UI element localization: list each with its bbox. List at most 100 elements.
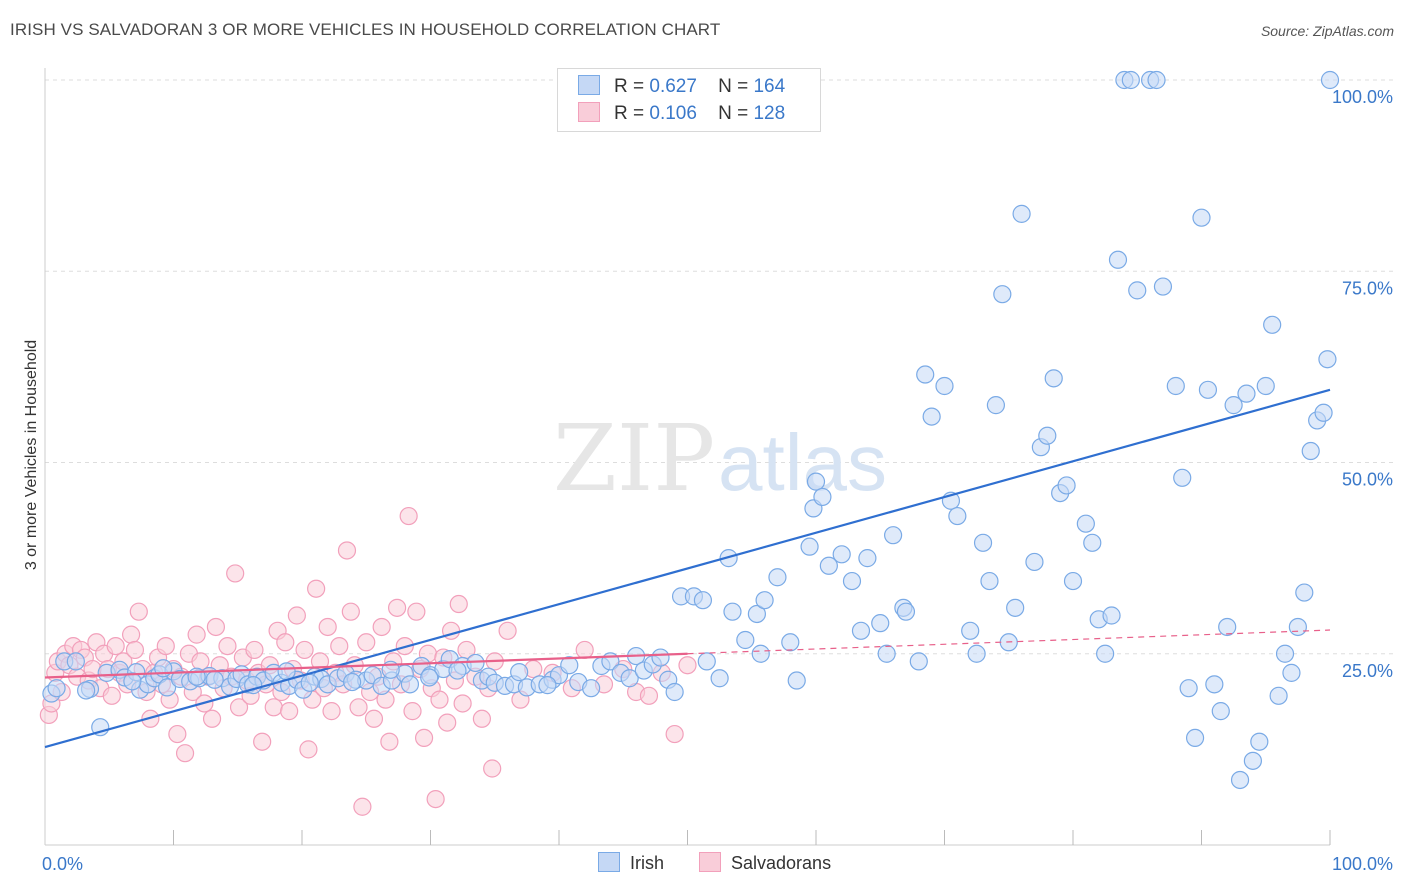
salvadoran-point-22	[121, 625, 141, 644]
irish-point-86	[800, 537, 819, 556]
irish-point-96	[877, 644, 896, 663]
irish-point-109	[980, 571, 999, 591]
legend: R = 0.627 N = 164 R = 0.106 N = 128	[557, 68, 821, 132]
irish-point-148	[1256, 376, 1275, 396]
irish-point-142	[1218, 617, 1237, 637]
y-axis-label: 3 or more Vehicles in Household	[23, 339, 40, 571]
salvadoran-point-76	[330, 636, 349, 656]
salvadoran-point-89	[380, 732, 399, 751]
irish-point-130	[1128, 281, 1147, 300]
irish-point-1	[47, 679, 66, 698]
irish-point-149	[1263, 315, 1282, 334]
salvadoran-point-114	[498, 621, 517, 640]
salvadoran-point-49	[226, 564, 245, 583]
irish-point-95	[871, 614, 890, 633]
bottom-legend-salvadorans: Salvadorans	[699, 852, 831, 874]
irish-point-105	[948, 506, 967, 526]
irish-point-61	[582, 679, 601, 698]
irish-point-134	[1166, 376, 1185, 396]
irish-point-139	[1198, 380, 1218, 399]
salvadoran-point-18	[106, 636, 125, 656]
salvadoran-point-98	[414, 728, 434, 748]
irish-point-161	[123, 672, 142, 691]
irish-point-155	[1301, 441, 1320, 461]
irish-point-127	[1108, 250, 1128, 269]
irish-point-92	[842, 571, 862, 591]
legend-n-value-salvadorans: 128	[753, 103, 786, 124]
irish-point-93	[851, 621, 871, 640]
legend-n-label: N =	[718, 103, 749, 124]
irish-point-85	[787, 671, 806, 690]
irish-point-83	[768, 568, 787, 587]
watermark-zip: ZIP	[553, 405, 715, 512]
irish-point-133	[1153, 277, 1173, 296]
y-tick-label-0: 100.0%	[1332, 87, 1393, 107]
salvadoran-point-111	[472, 709, 491, 728]
salvadoran-point-85	[364, 709, 384, 728]
salvadoran-point-119	[575, 640, 594, 660]
salvadoran-point-73	[318, 617, 337, 637]
legend-r-value-salvadorans: 0.106	[649, 103, 697, 124]
irish-points	[42, 70, 1340, 790]
tick-labels: 100.0% 75.0% 50.0% 25.0% 0.0% 100.0%	[42, 87, 1393, 874]
salvadoran-point-44	[206, 617, 226, 637]
irish-point-108	[973, 533, 993, 552]
irish-point-122	[1076, 514, 1095, 533]
salvadoran-point-54	[245, 640, 264, 660]
salvadoran-point-104	[438, 713, 457, 732]
legend-n-label: N =	[718, 76, 749, 97]
salvadoran-point-78	[337, 541, 357, 560]
x-tick-label-0: 0.0%	[42, 854, 83, 874]
salvadoran-point-24	[129, 602, 148, 621]
irish-point-100	[909, 652, 928, 671]
salvadoran-point-91	[387, 598, 407, 617]
irish-point-71	[665, 682, 684, 702]
irish-point-135	[1173, 468, 1192, 487]
salvadoran-point-79	[341, 602, 360, 621]
irish-point-89	[813, 487, 832, 507]
irish-point-103	[935, 376, 954, 396]
irish-point-147	[1250, 732, 1269, 751]
irish-point-79	[736, 630, 755, 650]
irish-point-143	[1224, 396, 1243, 415]
irish-point-102	[922, 407, 941, 426]
salvadoran-trend-line-dashed	[687, 629, 1331, 655]
irish-point-123	[1083, 533, 1102, 552]
salvadoran-point-62	[276, 633, 295, 652]
legend-swatch-irish	[578, 75, 600, 95]
irish-point-69	[651, 648, 670, 667]
salvadoran-point-56	[253, 732, 272, 751]
y-tick-label-1: 75.0%	[1342, 278, 1393, 298]
irish-point-136	[1179, 679, 1198, 698]
irish-point-144	[1230, 770, 1250, 790]
irish-point-110	[986, 396, 1006, 415]
source-label: Source: ZipAtlas.com	[1260, 23, 1394, 39]
irish-point-145	[1237, 384, 1256, 403]
irish-point-129	[1121, 70, 1140, 90]
salvadoran-point-68	[299, 740, 318, 759]
irish-point-141	[1211, 702, 1230, 721]
salvadoran-point-34	[168, 724, 187, 744]
irish-point-132	[1147, 70, 1166, 90]
irish-point-49	[466, 653, 485, 673]
irish-point-171	[448, 661, 467, 680]
irish-point-153	[1288, 617, 1307, 637]
legend-r-label: R =	[614, 76, 645, 97]
irish-point-88	[806, 472, 826, 491]
bottom-legend-swatch-salvadorans	[699, 852, 721, 872]
legend-swatch-salvadorans	[578, 102, 600, 122]
irish-point-150	[1269, 686, 1288, 705]
salvadoran-point-70	[307, 579, 326, 598]
salvadoran-point-23	[125, 640, 145, 660]
salvadoran-point-83	[357, 633, 376, 652]
irish-point-172	[510, 663, 529, 682]
salvadoran-point-67	[295, 640, 314, 660]
salvadoran-point-94	[399, 506, 418, 526]
salvadoran-point-63	[280, 702, 299, 721]
legend-r-label: R =	[614, 103, 645, 124]
salvadoran-point-102	[430, 690, 449, 709]
salvadoran-point-95	[403, 702, 422, 721]
salvadoran-point-127	[483, 759, 502, 778]
irish-point-84	[781, 633, 800, 652]
